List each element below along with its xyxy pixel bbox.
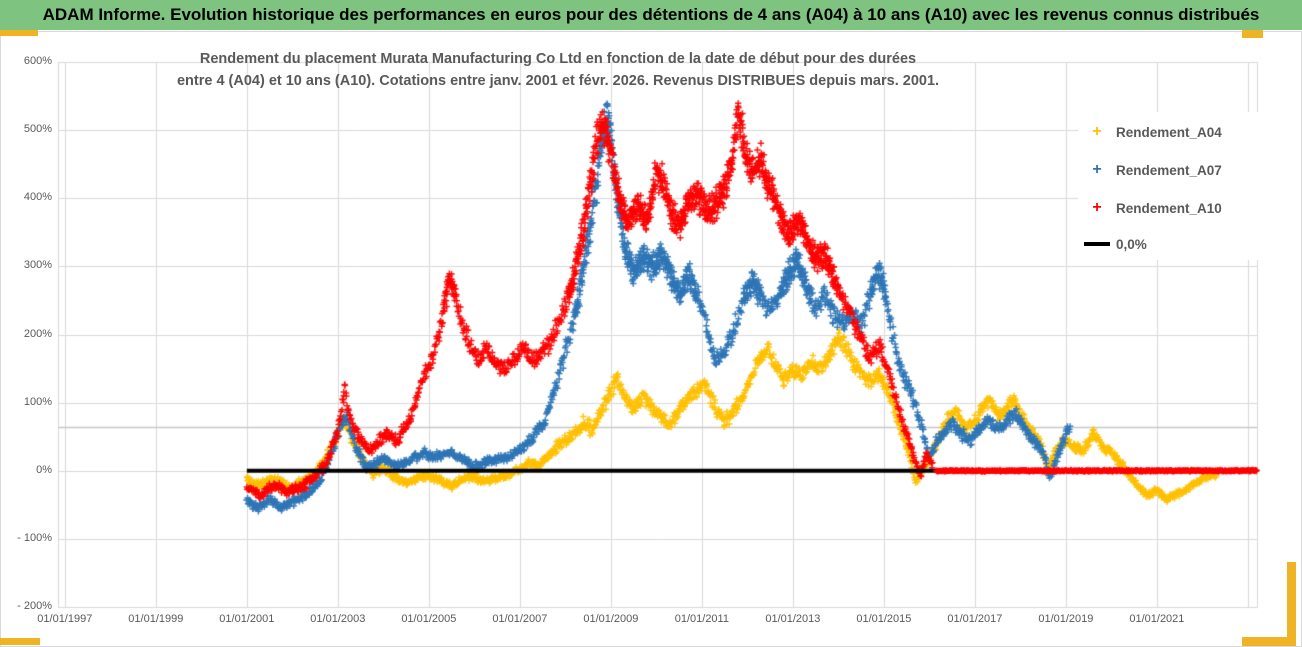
chart-title-line1: Rendement du placement Murata Manufactur… — [199, 51, 917, 67]
y-axis-label: 400% — [23, 191, 52, 204]
legend: + Rendement_A04 + Rendement_A07 + Rendem… — [1078, 112, 1260, 260]
gold-accent-top-right — [1242, 30, 1263, 38]
gold-accent-bottom-left — [0, 638, 40, 645]
y-axis-label: 500% — [23, 123, 52, 136]
y-axis-label: - 200% — [17, 600, 52, 612]
legend-label: Rendement_A04 — [1116, 124, 1222, 140]
chart-title: Rendement du placement Murata Manufactur… — [58, 48, 1058, 93]
y-axis-label: 600% — [23, 55, 52, 67]
legend-item-a07: + Rendement_A07 — [1084, 160, 1222, 180]
y-axis-label: 300% — [23, 259, 52, 272]
legend-item-a04: + Rendement_A04 — [1084, 122, 1222, 142]
legend-item-zero-line: 0,0% — [1084, 234, 1147, 254]
x-axis-label: 01/01/2017 — [947, 613, 1003, 625]
x-axis-label: 01/01/2003 — [310, 613, 366, 625]
x-axis-label: 01/01/2007 — [492, 613, 548, 625]
legend-item-a10: + Rendement_A10 — [1084, 198, 1222, 218]
x-axis-label: 01/01/1997 — [37, 613, 93, 625]
chart-title-line2: entre 4 (A04) et 10 ans (A10). Cotations… — [176, 73, 940, 90]
x-axis-label: 01/01/2005 — [401, 613, 457, 625]
legend-label: Rendement_A07 — [1116, 162, 1222, 178]
x-axis-label: 01/01/2013 — [765, 613, 821, 625]
x-axis-label: 01/01/2015 — [856, 613, 912, 625]
plus-marker-icon: + — [1092, 199, 1102, 216]
plus-marker-icon: + — [1092, 123, 1102, 140]
y-axis-label: - 100% — [17, 531, 52, 544]
x-axis-label: 01/01/2019 — [1038, 613, 1094, 625]
x-axis-label: 01/01/2009 — [583, 613, 639, 625]
y-axis-label: 200% — [23, 327, 52, 340]
x-axis-label: 01/01/2021 — [1129, 613, 1185, 625]
gold-accent-right-bottom — [1287, 562, 1296, 642]
gold-accent-top-left — [0, 30, 38, 36]
legend-label: Rendement_A10 — [1116, 200, 1222, 216]
y-axis-label: 100% — [23, 395, 52, 408]
legend-label: 0,0% — [1116, 236, 1147, 252]
y-axis-label: 0% — [36, 463, 52, 476]
black-line-swatch — [1084, 242, 1110, 246]
gold-accent-bottom-right — [1242, 637, 1296, 646]
x-axis-label: 01/01/2001 — [219, 613, 275, 625]
x-axis-label: 01/01/1999 — [128, 613, 184, 625]
x-axis-label: 01/01/2011 — [674, 613, 729, 625]
plus-marker-icon: + — [1092, 161, 1102, 178]
